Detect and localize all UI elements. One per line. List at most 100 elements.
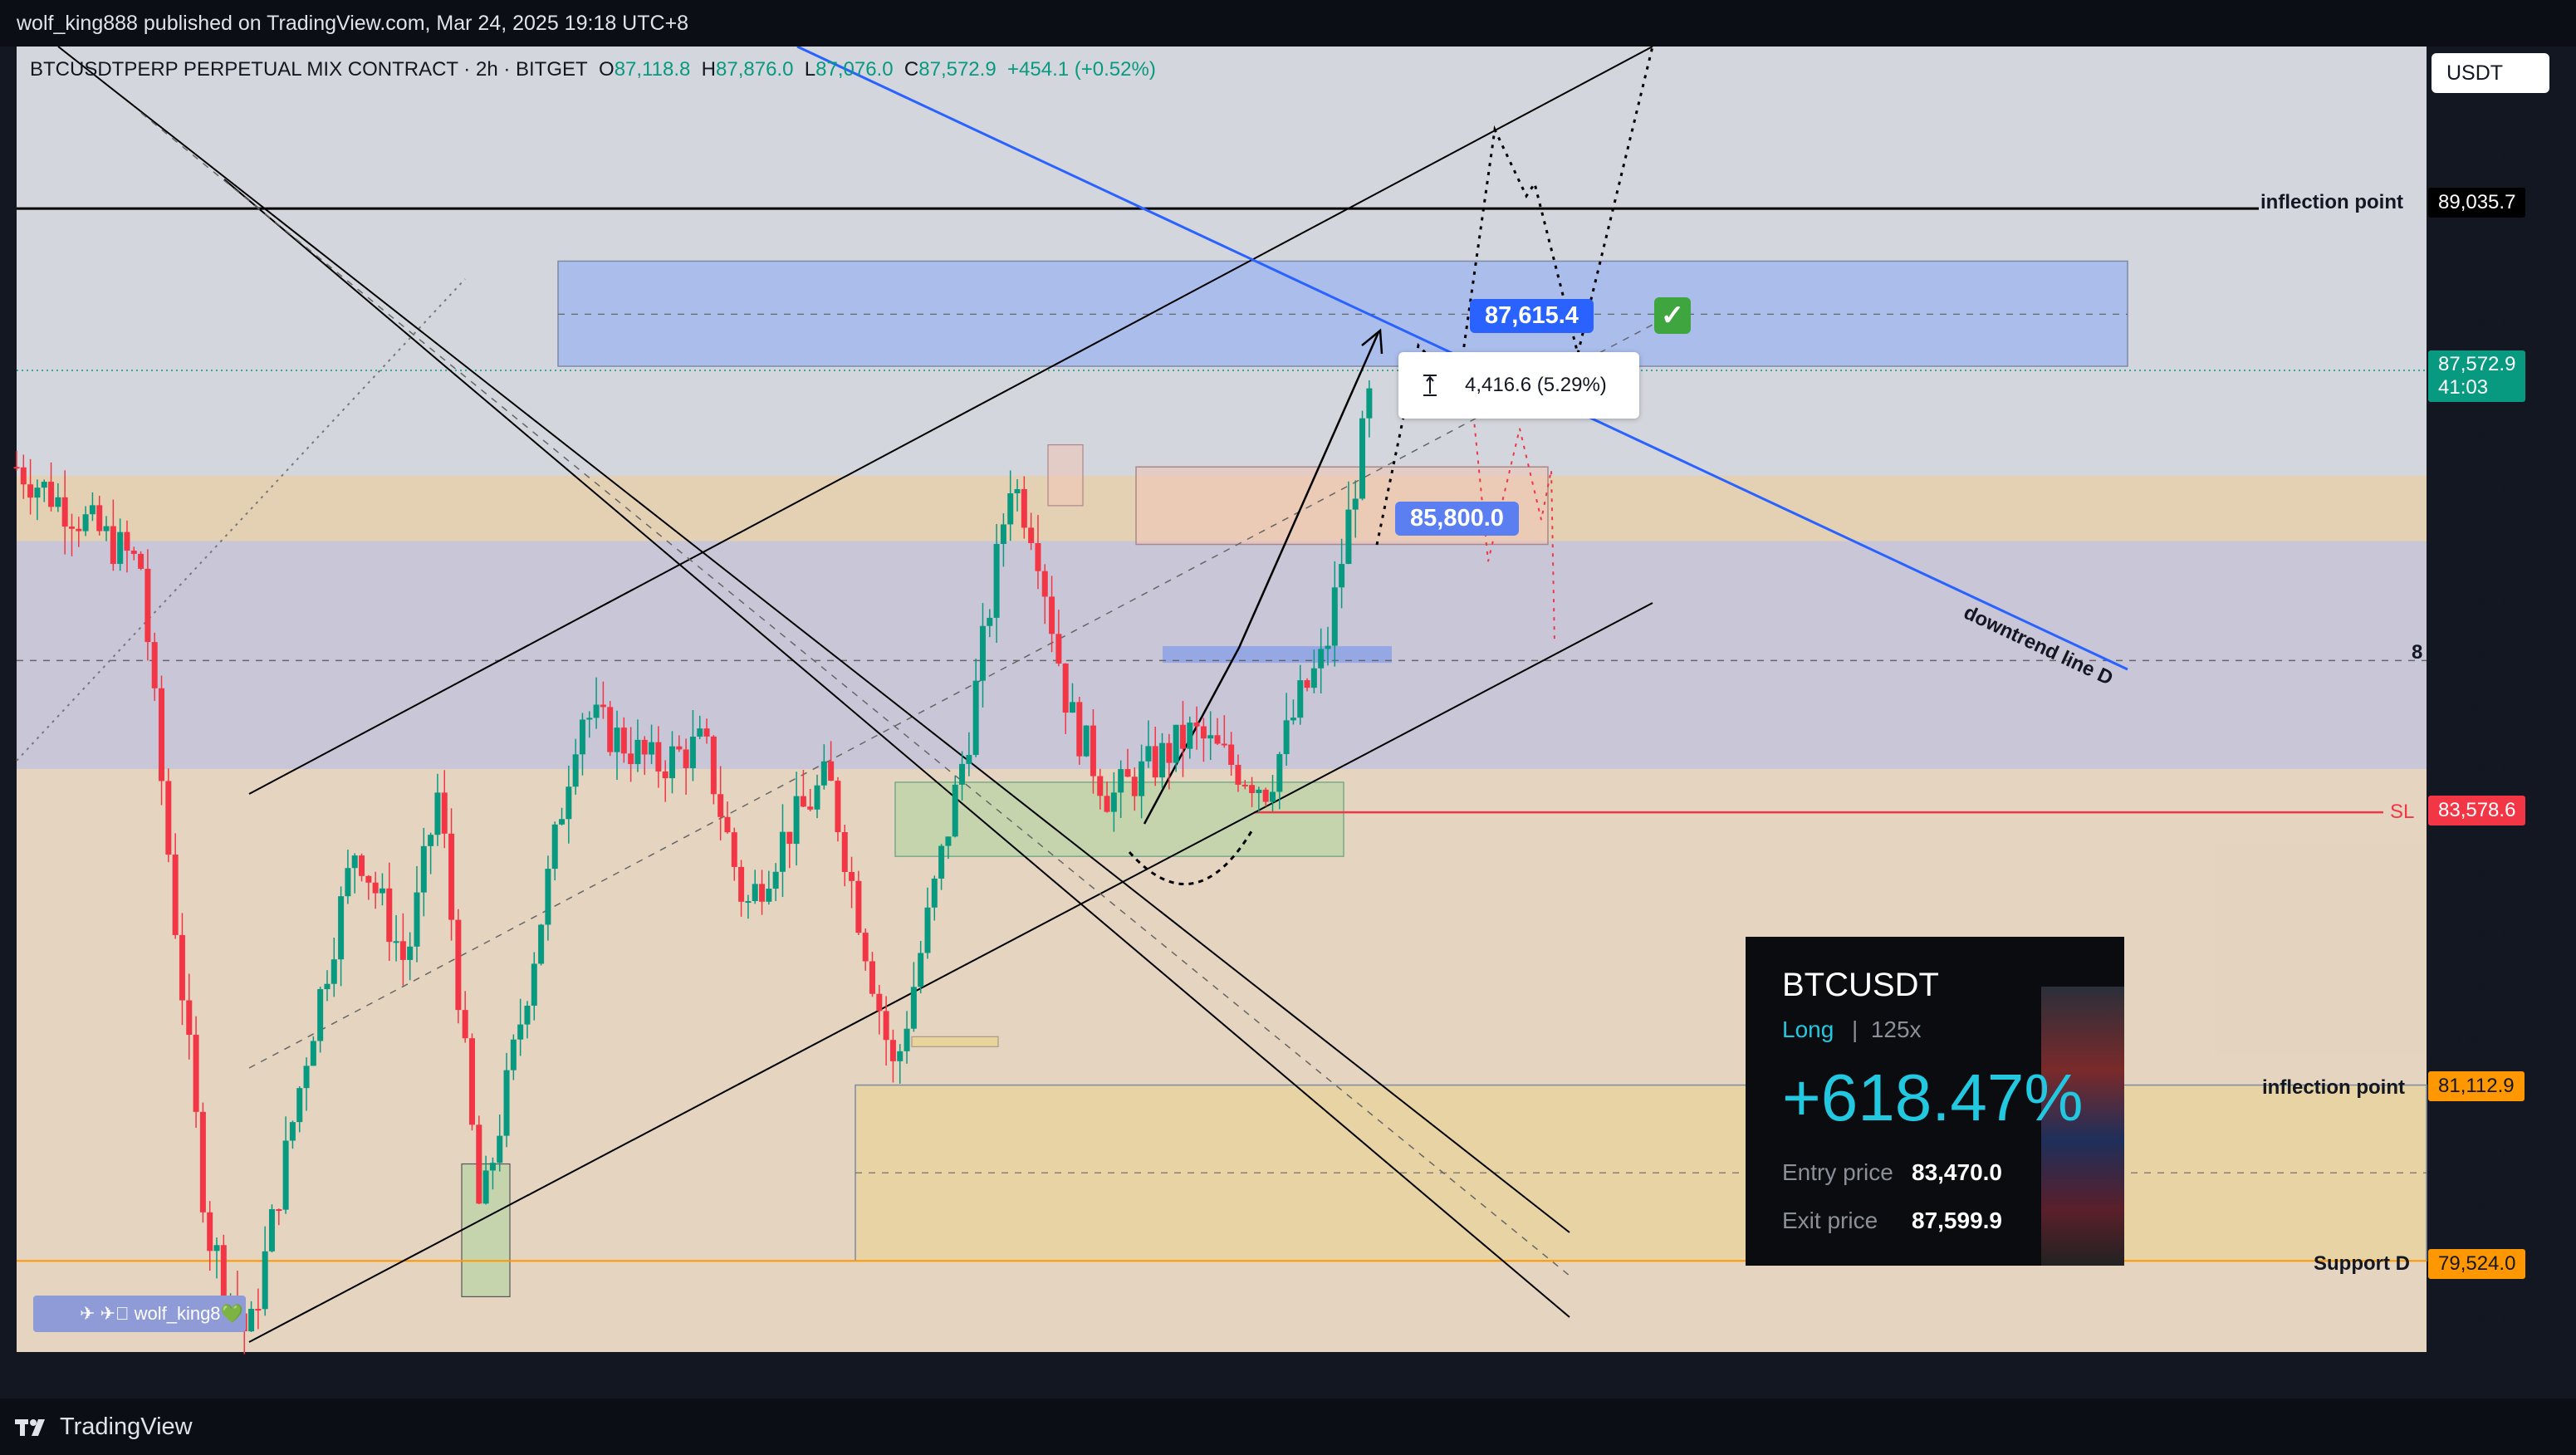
candle-body	[262, 1251, 268, 1310]
candle-body	[559, 819, 566, 825]
candle-body	[1359, 418, 1366, 499]
candle-body	[124, 532, 130, 551]
candle-body	[924, 907, 931, 953]
candle-body	[869, 961, 875, 994]
candle-body	[428, 835, 434, 846]
candle-body	[48, 482, 55, 507]
candle-body	[628, 753, 634, 765]
candle-body	[987, 617, 993, 626]
order-block[interactable]	[1163, 646, 1392, 664]
resistance-zone[interactable]	[557, 260, 2128, 367]
symbol: BTCUSDTPERP PERPETUAL MIX CONTRACT · 2h …	[30, 58, 588, 81]
tradingview-logo[interactable]: TradingView	[15, 1413, 193, 1441]
candle-body	[1304, 680, 1310, 688]
candle-body	[1200, 726, 1207, 739]
candle-body	[772, 871, 779, 889]
candle-body	[918, 953, 924, 987]
candle-body	[835, 781, 841, 832]
y-tick-label: 86,500.0	[2441, 478, 2522, 502]
candle-body	[393, 941, 399, 943]
channel-b-lower[interactable]	[223, 179, 1570, 1318]
candle-body	[1097, 776, 1104, 796]
y-tick-label: 88,500.0	[2441, 257, 2522, 280]
candle-body	[593, 704, 600, 718]
card-exit-value: 87,599.9	[1912, 1208, 2002, 1233]
channel-b-upper[interactable]	[57, 47, 1570, 1233]
candle-body	[1331, 587, 1338, 646]
dashed-curve	[1128, 826, 1256, 885]
candle-body	[1076, 702, 1083, 757]
candle-body	[89, 505, 95, 515]
candle-body	[1345, 509, 1352, 565]
candle-body	[1352, 498, 1359, 510]
candle-body	[407, 946, 414, 960]
candle-body	[399, 941, 406, 960]
candle-body	[745, 901, 752, 904]
candle-body	[876, 993, 883, 1012]
candle-body	[338, 896, 345, 960]
candle-body	[34, 487, 41, 498]
target-label[interactable]: 87,615.4	[1470, 299, 1594, 333]
y-tick-label: 84,500.0	[2441, 699, 2522, 723]
x-tick-label: 27	[1555, 1362, 1579, 1385]
wick-box[interactable]	[1047, 443, 1084, 507]
candle-body	[531, 963, 537, 1006]
candle-body	[96, 505, 103, 532]
x-tick-label: 5	[2300, 1362, 2313, 1385]
candle-body	[1235, 764, 1241, 785]
candle-body	[1145, 746, 1152, 762]
candle-body	[503, 1070, 510, 1136]
inflection-bottom-tag: 81,112.9	[2428, 1071, 2525, 1101]
measure-tooltip: 4,416.6 (5.29%)	[1398, 352, 1639, 419]
candle-body	[468, 1038, 475, 1125]
candle-body	[13, 467, 20, 469]
candle-body	[945, 836, 952, 846]
y-tick-label: 85,500.0	[2441, 589, 2522, 612]
candle-body	[697, 728, 703, 737]
candle-body	[979, 625, 986, 681]
support-tag: 79,524.0	[2428, 1249, 2526, 1279]
candle-body	[317, 989, 324, 1041]
candle-body	[1000, 524, 1006, 544]
channel-a-lower[interactable]	[248, 602, 1653, 1343]
candle-body	[1297, 680, 1304, 718]
x-tick-label: 9	[64, 1362, 76, 1385]
candle-body	[282, 1140, 289, 1210]
close-value: 87,572.9	[918, 58, 997, 81]
channel-a-upper[interactable]	[248, 47, 1653, 795]
candle-body	[276, 1208, 282, 1211]
candle-body	[1041, 571, 1048, 597]
candle-body	[1221, 743, 1227, 746]
candle-body	[82, 514, 89, 532]
candle-body	[1214, 735, 1221, 744]
candle-body	[455, 919, 462, 1011]
edge-label: 8	[2412, 641, 2423, 664]
candle-body	[938, 845, 945, 879]
candle-body	[1090, 725, 1096, 776]
candle-body	[1152, 746, 1158, 778]
card-pnl: +618.47%	[1782, 1061, 2084, 1134]
price-chart[interactable]: 79,000.079,500.080,000.080,500.081,000.0…	[0, 47, 2576, 1399]
candle-body	[993, 543, 1000, 618]
candle-body	[910, 987, 917, 1029]
candle-body	[952, 784, 958, 837]
x-tick-label: 11	[230, 1362, 252, 1385]
candle-body	[351, 855, 358, 869]
card-pair: BTCUSDT	[1782, 967, 1939, 1003]
entry-label[interactable]: 85,800.0	[1395, 502, 1519, 536]
support-label: Support D	[2314, 1252, 2410, 1275]
candle-body	[144, 568, 151, 643]
candle-body	[545, 869, 551, 925]
candle-body	[634, 739, 641, 765]
card-entry-label: Entry price	[1782, 1159, 1893, 1185]
currency-selector[interactable]: USDT	[2432, 53, 2549, 93]
change-value: +454.1 (+0.52%)	[1007, 58, 1156, 81]
author-watermark: ✈ ✈  wolf_king8💚	[33, 1296, 246, 1332]
candle-body	[668, 746, 675, 779]
candle-body	[572, 754, 579, 787]
measure-value: 4,416.6 (5.29%)	[1465, 374, 1607, 396]
y-tick-label: 89,500.0	[2441, 146, 2522, 169]
fvg-box[interactable]	[911, 1036, 999, 1047]
candle-body	[1249, 785, 1256, 793]
candle-body	[1318, 649, 1325, 669]
